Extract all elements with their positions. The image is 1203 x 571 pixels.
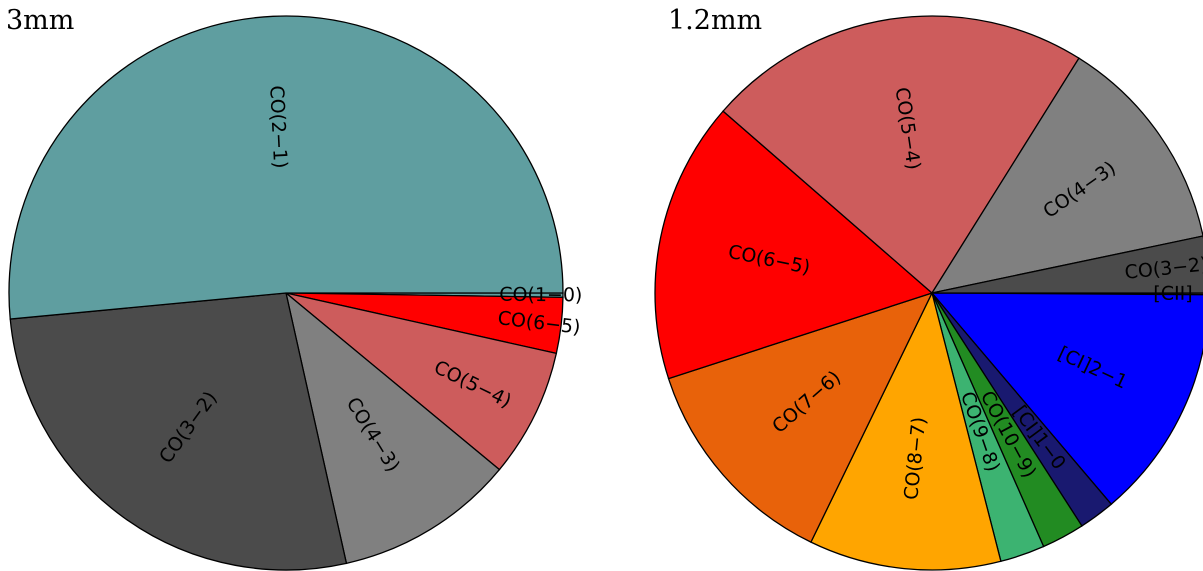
pie-title-3mm: 3mm	[6, 5, 74, 36]
pie-slice-co-3-2	[9, 292, 348, 571]
pie-3mm: CO(1−0)CO(6−5)CO(5−4)CO(4−3)CO(3−2)CO(2−…	[8, 15, 582, 571]
pie-slice-co-6-5	[654, 110, 934, 380]
pie-slice-co-7-6	[667, 291, 934, 544]
pie-title-1.2mm: 1.2mm	[668, 5, 762, 36]
pie-slice-co-4-3	[284, 291, 501, 565]
pie-slice-ci-2-1	[930, 292, 1203, 506]
pie-slice-co-8-7	[810, 291, 1002, 571]
pie-slice-co-5-4	[722, 15, 1080, 294]
pie-slice-co-4-3	[930, 57, 1203, 294]
pie-1.2mm: [CII][CI]2−1[CI]1−0CO(10−9)CO(9−8)CO(8−7…	[654, 15, 1203, 571]
pie-slice-co-2-1	[8, 15, 564, 320]
slice-label-co-1-0: CO(1−0)	[499, 284, 582, 307]
pie-slice-co-5-4	[285, 292, 558, 471]
pie-slice-co-3-2	[931, 235, 1203, 294]
slice-label-co-2-1: CO(2−1)	[265, 85, 291, 169]
slice-label-cii: [CII]	[1153, 283, 1192, 305]
